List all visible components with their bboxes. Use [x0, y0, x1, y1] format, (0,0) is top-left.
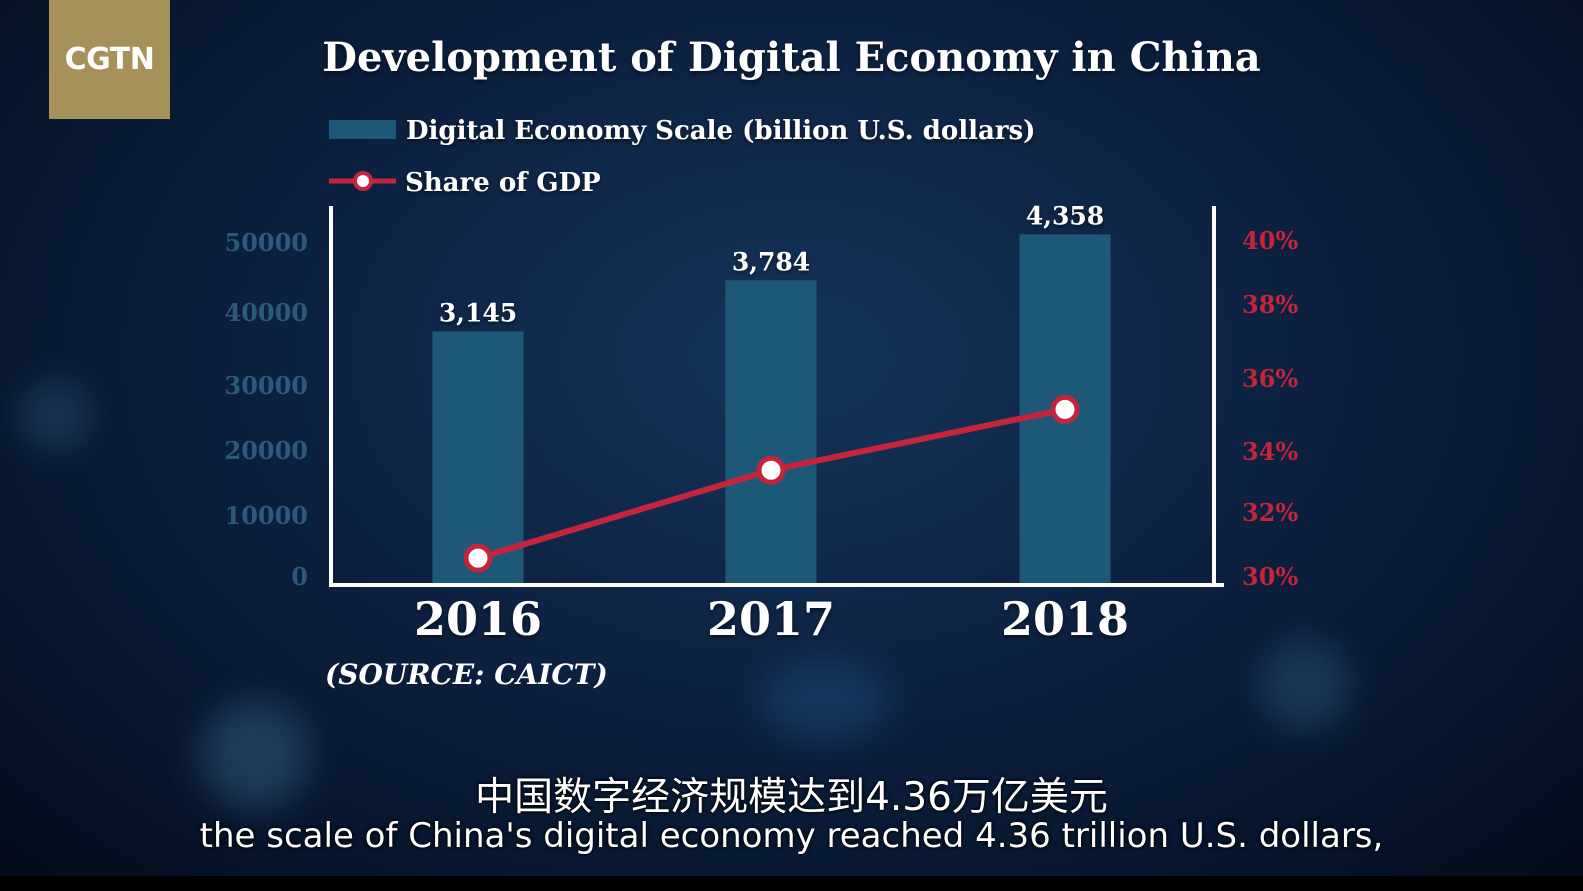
bar-value-label: 3,784 [732, 247, 810, 276]
bar-data-labels: 3,145 3,784 4,358 [439, 201, 1104, 327]
cgtn-logo: CGTN [49, 0, 170, 119]
left-tick-label: 0 [291, 562, 308, 591]
bar-2016 [432, 331, 524, 583]
right-tick-label: 36% [1242, 364, 1298, 393]
left-tick-label: 40000 [225, 298, 309, 327]
right-tick-label: 30% [1242, 562, 1298, 591]
subtitle-chinese: 中国数字经济规模达到4.36万亿美元 [475, 775, 1108, 820]
bar-value-label: 4,358 [1026, 201, 1104, 230]
x-tick-label: 2018 [1001, 592, 1129, 646]
source-note: (SOURCE: CAICT) [325, 658, 608, 691]
right-tick-label: 40% [1242, 226, 1298, 255]
bar-series [432, 234, 1111, 584]
share-of-gdp-point [1050, 394, 1080, 424]
right-axis-ticks: 30% 32% 34% 36% 38% 40% [1242, 226, 1298, 591]
bar-value-label: 3,145 [439, 298, 517, 327]
x-tick-label: 2017 [707, 592, 835, 646]
left-tick-label: 20000 [225, 436, 309, 465]
right-tick-label: 32% [1242, 498, 1298, 527]
subtitle-english: the scale of China's digital economy rea… [199, 816, 1384, 856]
x-axis-labels: 2016 2017 2018 [414, 592, 1129, 646]
legend-bar-swatch [329, 120, 396, 139]
share-of-gdp-point [756, 455, 786, 485]
left-tick-label: 50000 [225, 228, 309, 257]
legend-line-label: Share of GDP [405, 168, 601, 198]
legend-line-marker [353, 171, 373, 191]
legend-bar-label: Digital Economy Scale (billion U.S. doll… [406, 116, 1035, 146]
share-of-gdp-point [463, 543, 493, 573]
chart-title: Development of Digital Economy in China [322, 34, 1261, 81]
right-tick-label: 34% [1242, 437, 1298, 466]
left-tick-label: 10000 [225, 501, 309, 530]
legend: Digital Economy Scale (billion U.S. doll… [329, 116, 1035, 198]
left-tick-label: 30000 [225, 371, 309, 400]
letterbox-bar [0, 876, 1583, 891]
line-series [463, 394, 1080, 573]
x-tick-label: 2016 [414, 592, 542, 646]
right-tick-label: 38% [1242, 290, 1298, 319]
left-axis-ticks: 0 10000 20000 30000 40000 50000 [225, 228, 309, 591]
bar-2017 [725, 280, 817, 583]
